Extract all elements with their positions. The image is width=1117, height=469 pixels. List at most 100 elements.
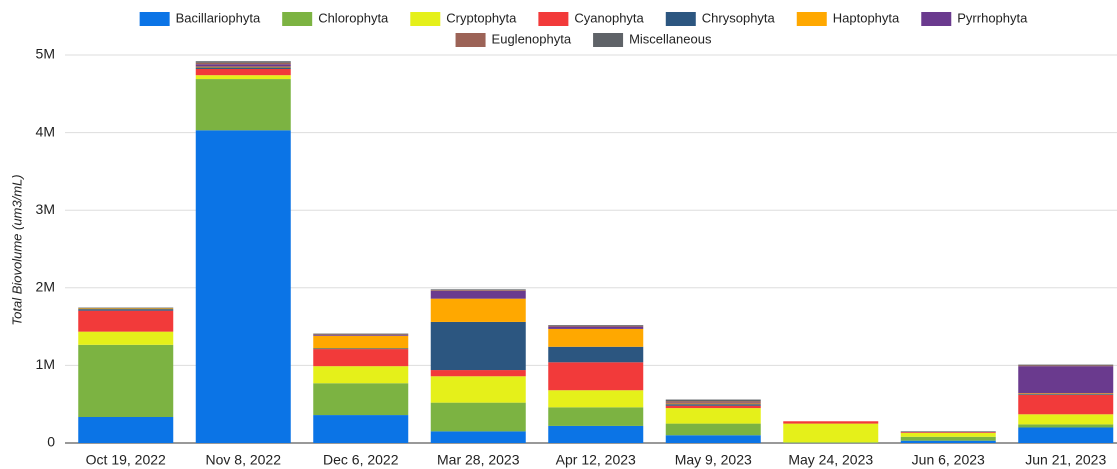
bar-segment xyxy=(1018,394,1114,395)
bar-segment xyxy=(430,370,526,377)
x-tick-label: May 9, 2023 xyxy=(675,452,752,468)
bar-segment xyxy=(430,321,526,371)
bar-segment xyxy=(665,405,761,409)
bar-segment xyxy=(783,421,879,424)
y-tick-label: 4M xyxy=(36,123,55,139)
bar-segment xyxy=(548,328,644,347)
legend-item: Cyanophyta xyxy=(538,10,645,26)
legend-item: Chlorophyta xyxy=(282,10,389,26)
legend-item: Cryptophyta xyxy=(410,10,517,26)
x-tick-label: May 24, 2023 xyxy=(788,452,873,468)
bar-segment xyxy=(313,335,409,336)
bar-segment xyxy=(900,432,996,433)
y-tick-label: 1M xyxy=(36,356,55,372)
legend-item: Euglenophyta xyxy=(455,31,572,47)
legend-swatch xyxy=(921,12,952,26)
bar-segment xyxy=(783,423,879,443)
bar-segment xyxy=(430,298,526,322)
bar-segment xyxy=(1018,414,1114,425)
bar-segment xyxy=(195,130,291,443)
bar-segment xyxy=(665,403,761,405)
bar-segment xyxy=(313,334,409,336)
bar-segment xyxy=(313,335,409,349)
legend-item: Chrysophyta xyxy=(665,10,776,26)
bar-segment xyxy=(1018,364,1114,366)
legend-label: Bacillariophyta xyxy=(176,10,261,25)
bar-segment xyxy=(548,425,644,443)
bar-segment xyxy=(548,346,644,363)
bar-segment xyxy=(900,436,996,441)
bar-segment xyxy=(78,331,174,345)
bar-segment xyxy=(430,431,526,443)
x-tick-label: Nov 8, 2022 xyxy=(206,452,282,468)
bar-segment xyxy=(313,349,409,367)
bar-segment xyxy=(1018,366,1114,394)
legend-label: Haptophyta xyxy=(833,10,900,25)
bar-segment xyxy=(313,348,409,350)
bar-segment xyxy=(195,79,291,131)
bar-segment xyxy=(1018,365,1114,367)
legend-label: Cryptophyta xyxy=(446,10,517,25)
legend-item: Miscellaneous xyxy=(593,31,712,47)
bar-segment xyxy=(430,376,526,403)
bar-segment xyxy=(78,344,174,418)
bar-segment xyxy=(1018,393,1114,395)
bar-segment xyxy=(430,290,526,299)
legend-swatch xyxy=(538,12,569,26)
bar-segment xyxy=(548,325,644,326)
legend-label: Euglenophyta xyxy=(492,31,572,46)
bar-segment xyxy=(1018,424,1114,428)
bar-segment xyxy=(78,309,174,311)
bar-segment xyxy=(430,290,526,291)
bar-segment xyxy=(1018,427,1114,443)
x-tick-label: Apr 12, 2023 xyxy=(556,452,636,468)
bar-segment xyxy=(430,289,526,291)
bar-segment xyxy=(665,401,761,403)
x-tick-label: Jun 21, 2023 xyxy=(1025,452,1106,468)
legend-swatch xyxy=(665,12,696,26)
legend-swatch xyxy=(282,12,313,26)
bar-segment xyxy=(195,68,291,76)
bar-segment xyxy=(900,431,996,433)
y-tick-label: 0 xyxy=(47,434,55,450)
bar-segment xyxy=(548,326,644,329)
bar-segment xyxy=(313,415,409,443)
bar-segment xyxy=(548,390,644,408)
x-tick-label: Jun 6, 2023 xyxy=(912,452,985,468)
bar-segment xyxy=(548,325,644,327)
bar-segment xyxy=(195,61,291,63)
bar-segment xyxy=(1018,394,1114,415)
legend-label: Chrysophyta xyxy=(702,10,776,25)
bar-segment xyxy=(78,417,174,443)
legend-swatch xyxy=(796,12,827,26)
bar-segment xyxy=(78,308,174,310)
legend-swatch xyxy=(410,12,441,26)
bar-segment xyxy=(195,66,291,68)
y-tick-label: 2M xyxy=(36,279,55,295)
bar-segment xyxy=(78,307,174,309)
bar-segment xyxy=(548,407,644,426)
bar-segment xyxy=(665,402,761,404)
x-tick-label: Mar 28, 2023 xyxy=(437,452,520,468)
legend-swatch xyxy=(139,12,170,26)
bar-segment xyxy=(900,440,996,443)
bar-segment xyxy=(195,62,291,65)
legend-label: Pyrrhophyta xyxy=(957,10,1028,25)
legend-item: Bacillariophyta xyxy=(139,10,261,26)
bar-segment xyxy=(665,423,761,436)
bar-segment xyxy=(665,435,761,443)
bar-segment xyxy=(430,402,526,432)
bar-segment xyxy=(195,64,291,67)
bar-segment xyxy=(313,366,409,384)
bar-segment xyxy=(783,442,879,443)
y-axis-label: Total Biovolume (um3/mL) xyxy=(9,174,24,325)
bar-segment xyxy=(900,432,996,437)
legend: Bacillariophyta Chlorophyta Cryptophyta Cya… xyxy=(139,10,1028,47)
legend-label: Cyanophyta xyxy=(574,10,644,25)
x-tick-label: Dec 6, 2022 xyxy=(323,452,399,468)
y-tick-label: 3M xyxy=(36,201,55,217)
bar-segment xyxy=(313,333,409,335)
legend-label: Chlorophyta xyxy=(318,10,389,25)
legend-item: Pyrrhophyta xyxy=(921,10,1028,26)
